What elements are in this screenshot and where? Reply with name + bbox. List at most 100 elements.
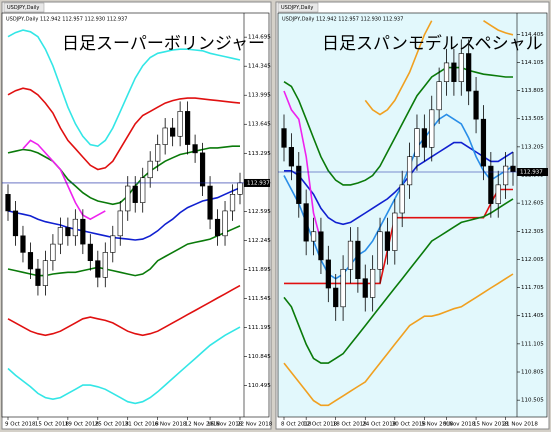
x-tick-label: 30 Oct 2018 bbox=[392, 422, 427, 428]
candle-body bbox=[185, 111, 191, 145]
indicator-line bbox=[7, 87, 241, 171]
candle-body bbox=[35, 268, 41, 286]
candle-body bbox=[125, 185, 131, 212]
candle-body bbox=[177, 111, 183, 137]
y-tick-label: 111.405 bbox=[521, 313, 544, 319]
x-tick-label: 24 Oct 2018 bbox=[362, 422, 397, 428]
candle-body bbox=[399, 184, 405, 214]
candle-body bbox=[362, 278, 368, 298]
candle-body bbox=[110, 235, 116, 253]
indicator-line bbox=[7, 29, 241, 148]
candle-body bbox=[87, 243, 93, 261]
candle-body bbox=[503, 165, 509, 186]
candle-body bbox=[237, 182, 243, 195]
y-tick-label: 110.845 bbox=[248, 354, 271, 360]
x-tick-label: 16 Nov 2018 bbox=[207, 422, 243, 428]
y-tick-label: 111.195 bbox=[248, 325, 271, 331]
indicator-line bbox=[7, 326, 241, 405]
tab bbox=[277, 2, 319, 13]
candle-body bbox=[473, 90, 479, 120]
candle-body bbox=[27, 252, 34, 270]
x-tick-label: 21 Nov 2018 bbox=[503, 422, 539, 428]
y-tick-label: 113.205 bbox=[521, 144, 544, 150]
candle-body bbox=[451, 62, 457, 82]
candle-body bbox=[355, 240, 361, 279]
chart-title: 日足スーパーボリンジャー bbox=[62, 34, 265, 54]
x-tick-label: 19 Oct 2018 bbox=[65, 422, 100, 428]
candle-body bbox=[102, 252, 108, 278]
y-tick-label: 112.245 bbox=[248, 238, 271, 244]
x-tick-label: 15 Oct 2018 bbox=[35, 422, 70, 428]
chart-header: USDJPY,Daily 112.942 112.957 112.930 112… bbox=[282, 17, 403, 23]
x-tick-label: 25 Oct 2018 bbox=[95, 422, 130, 428]
y-tick-label: 111.895 bbox=[248, 267, 271, 273]
candle-body bbox=[458, 53, 464, 82]
x-tick-label: 12 Oct 2018 bbox=[303, 422, 338, 428]
candle-body bbox=[162, 127, 168, 145]
tab-label: USDJPY,Daily bbox=[281, 5, 313, 11]
indicator-line bbox=[283, 113, 514, 280]
candle-body bbox=[377, 231, 383, 270]
candle-body bbox=[333, 287, 339, 308]
candle-body bbox=[421, 128, 427, 148]
candle-body bbox=[155, 144, 161, 162]
candle-body bbox=[392, 212, 398, 251]
y-tick-label: 113.995 bbox=[248, 93, 271, 99]
y-tick-label: 113.805 bbox=[521, 88, 544, 94]
candle-body bbox=[72, 218, 78, 237]
candle-body bbox=[436, 81, 442, 111]
candle-body bbox=[132, 185, 138, 203]
candle-body bbox=[170, 127, 176, 137]
y-tick-label: 111.545 bbox=[248, 296, 271, 302]
y-tick-label: 110.505 bbox=[521, 398, 544, 404]
chart-title: 日足スパンモデルスペシャル bbox=[322, 33, 543, 54]
candle-body bbox=[117, 210, 123, 237]
y-tick-label: 113.295 bbox=[248, 151, 271, 157]
candle-body bbox=[20, 235, 26, 253]
candle-body bbox=[140, 177, 146, 203]
tab bbox=[3, 2, 45, 13]
x-tick-label: 15 Nov 2018 bbox=[473, 422, 509, 428]
candle-body bbox=[5, 194, 11, 212]
last-price-label: 112.937 bbox=[247, 180, 270, 186]
y-tick-label: 112.305 bbox=[521, 229, 544, 235]
indicator-line bbox=[7, 186, 241, 241]
candle-body bbox=[80, 218, 86, 245]
y-tick-label: 112.595 bbox=[248, 209, 271, 215]
x-tick-label: 6 Nov 2018 bbox=[155, 422, 187, 428]
candle-body bbox=[370, 268, 376, 298]
candle-body bbox=[192, 144, 198, 154]
x-tick-label: 8 Oct 2018 bbox=[281, 422, 312, 428]
candle-body bbox=[42, 260, 49, 286]
y-tick-label: 111.705 bbox=[521, 285, 544, 291]
candle-body bbox=[310, 231, 317, 242]
candle-body bbox=[50, 243, 56, 261]
x-tick-label: 9 Nov 2018 bbox=[444, 422, 476, 428]
candle-body bbox=[347, 240, 354, 270]
y-tick-label: 112.605 bbox=[521, 201, 544, 207]
y-tick-label: 111.105 bbox=[521, 341, 544, 347]
candle-body bbox=[340, 268, 346, 308]
indicator-line bbox=[284, 188, 513, 285]
x-tick-label: 12 Nov 2018 bbox=[185, 422, 221, 428]
indicator-line bbox=[7, 145, 240, 206]
candle-body bbox=[207, 185, 213, 220]
candle-body bbox=[296, 165, 302, 204]
x-tick-label: 31 Oct 2018 bbox=[125, 422, 160, 428]
indicator-line bbox=[283, 273, 514, 407]
candle-body bbox=[429, 109, 435, 148]
x-tick-label: 9 Oct 2018 bbox=[5, 422, 36, 428]
candle-body bbox=[480, 118, 487, 167]
x-tick-label: 22 Nov 2018 bbox=[237, 422, 273, 428]
candle-body bbox=[466, 53, 472, 92]
candle-body bbox=[222, 210, 228, 237]
y-tick-label: 110.805 bbox=[521, 370, 544, 376]
indicator-line bbox=[283, 90, 322, 242]
candle-body bbox=[443, 62, 450, 82]
indicator-line bbox=[284, 141, 514, 226]
y-tick-label: 112.005 bbox=[521, 257, 544, 263]
y-tick-label: 114.695 bbox=[248, 35, 271, 41]
candle-body bbox=[229, 194, 236, 212]
last-price-box bbox=[244, 178, 270, 187]
indicator-line bbox=[7, 284, 241, 337]
